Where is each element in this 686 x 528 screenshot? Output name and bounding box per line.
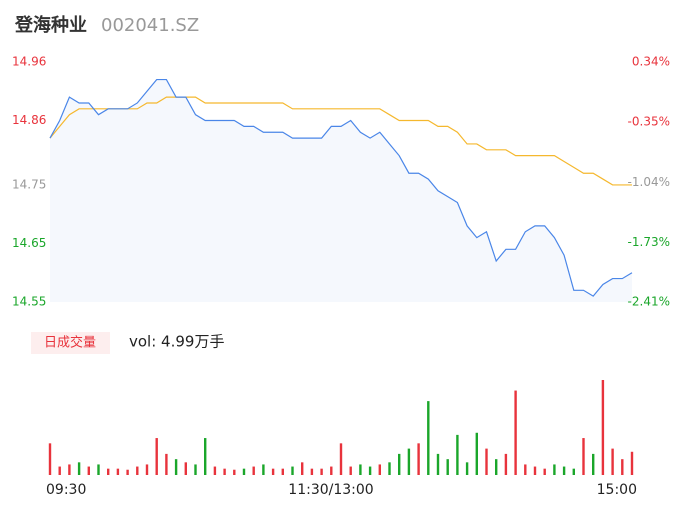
volume-bar <box>436 453 440 475</box>
volume-bar <box>514 390 517 475</box>
volume-bar <box>281 468 284 475</box>
volume-bar <box>630 451 634 475</box>
y2-tick-label: -1.04% <box>628 175 670 189</box>
volume-bar <box>252 466 255 475</box>
volume-bar <box>611 448 614 475</box>
volume-bar <box>543 468 546 475</box>
x-tick-label: 09:30 <box>46 482 86 498</box>
volume-bar <box>456 434 459 475</box>
volume-bar <box>136 466 139 475</box>
volume-bar <box>504 453 508 475</box>
volume-bar <box>592 453 595 475</box>
volume-bar <box>495 459 498 475</box>
volume-bar <box>126 469 129 475</box>
x-tick-label: 11:30/13:00 <box>288 482 373 498</box>
volume-bar <box>97 464 100 475</box>
y-tick-label: 14.55 <box>12 295 46 309</box>
volume-bar <box>194 464 197 475</box>
average-line <box>49 96 632 186</box>
volume-bar <box>107 468 110 475</box>
volume-bar <box>388 462 391 475</box>
volume-bar <box>320 468 323 475</box>
volume-bar <box>524 464 527 475</box>
y2-tick-label: -2.41% <box>628 295 670 309</box>
volume-bar <box>339 443 343 475</box>
volume-bar <box>242 468 246 475</box>
volume-bar <box>330 466 333 475</box>
volume-bar <box>48 443 52 475</box>
y-tick-label: 14.86 <box>12 113 46 127</box>
volume-bar <box>407 448 411 475</box>
y-tick-label: 14.65 <box>12 236 46 250</box>
volume-bar <box>155 438 158 475</box>
volume-bar <box>213 466 217 475</box>
y2-tick-label: 0.34% <box>632 55 670 69</box>
volume-bar <box>368 466 372 475</box>
volume-bar <box>533 466 537 475</box>
price-line <box>49 78 633 297</box>
volume-bar <box>291 466 294 475</box>
volume-bar <box>359 464 362 475</box>
volume-button-bg[interactable] <box>31 332 110 354</box>
y2-tick-label: -0.35% <box>628 115 670 129</box>
volume-bar <box>446 459 449 475</box>
y-tick-label: 14.96 <box>12 55 46 69</box>
volume-bar <box>174 459 178 475</box>
volume-bar <box>145 464 149 475</box>
volume-bar <box>553 464 556 475</box>
volume-bar <box>475 432 478 475</box>
volume-bar <box>271 468 275 475</box>
volume-bar <box>68 464 71 475</box>
y-tick-label: 14.75 <box>12 177 46 191</box>
volume-bar <box>301 462 304 475</box>
volume-bar <box>349 466 352 475</box>
volume-bar <box>58 466 61 475</box>
volume-bar <box>562 466 566 475</box>
volume-bar <box>465 462 469 475</box>
volume-bar <box>378 464 381 475</box>
volume-bar <box>310 468 314 475</box>
volume-bar <box>621 459 624 475</box>
volume-bar <box>572 468 575 475</box>
x-tick-label: 15:00 <box>597 482 637 498</box>
volume-bar <box>601 380 605 475</box>
volume-bar <box>417 443 420 475</box>
volume-bar <box>87 466 90 475</box>
volume-bar <box>184 462 187 475</box>
price-area <box>50 79 632 302</box>
y2-tick-label: -1.73% <box>628 235 670 249</box>
volume-bar <box>223 468 226 475</box>
volume-bar <box>165 453 168 475</box>
volume-bar <box>262 464 265 475</box>
volume-label: vol: 4.99万手 <box>129 333 224 351</box>
volume-bar <box>582 438 585 475</box>
volume-bar <box>485 448 488 475</box>
stock-name: 登海种业 <box>14 14 87 36</box>
volume-bar <box>204 438 207 475</box>
volume-bar <box>427 401 430 475</box>
volume-bar <box>77 462 81 475</box>
volume-bar <box>116 468 120 475</box>
volume-button[interactable]: 日成交量 <box>44 335 96 351</box>
volume-bar <box>233 469 236 475</box>
stock-code: 002041.SZ <box>101 15 199 36</box>
volume-bar <box>398 453 401 475</box>
